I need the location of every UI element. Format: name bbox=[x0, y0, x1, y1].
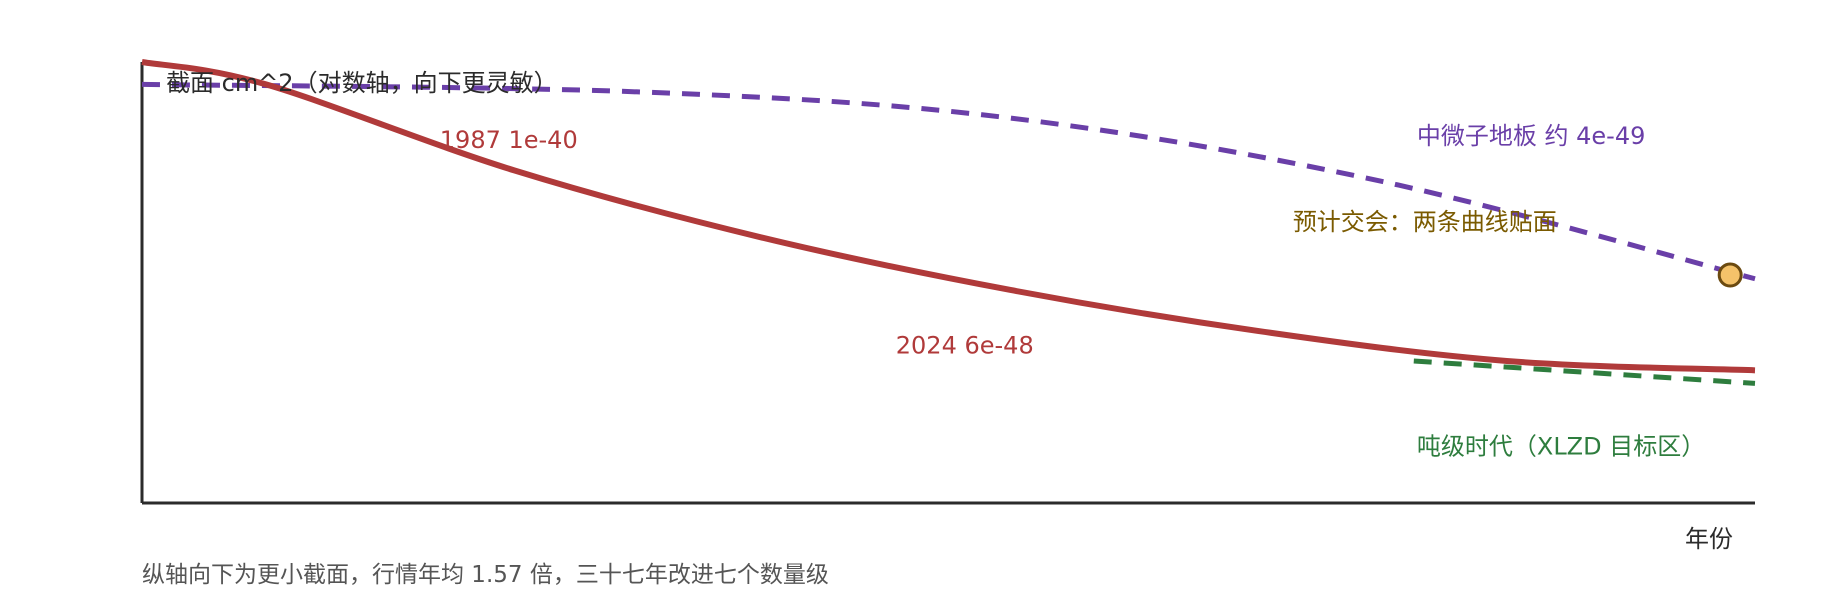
chart-caption: 纵轴向下为更小截面，行情年均 1.57 倍，三十七年改进七个数量级 bbox=[142, 562, 829, 588]
y-axis-label: 截面 cm^2（对数轴，向下更灵敏） bbox=[166, 69, 558, 97]
series-layer bbox=[141, 59, 1756, 386]
axes bbox=[140, 62, 1755, 505]
marker-layer bbox=[1717, 262, 1743, 288]
series-line-tonne bbox=[1413, 358, 1756, 386]
crossover-marker bbox=[1717, 262, 1743, 288]
annotation-floor: 中微子地板 约 4e-49 bbox=[1417, 122, 1646, 150]
x-axis-label: 年份 bbox=[1685, 525, 1733, 553]
annotation-a1987: 1987 1e-40 bbox=[440, 126, 578, 154]
label-layer: 截面 cm^2（对数轴，向下更灵敏） 年份 纵轴向下为更小截面，行情年均 1.5… bbox=[142, 69, 1733, 588]
series-line-trend bbox=[141, 59, 1756, 374]
annotation-cross: 预计交会：两条曲线贴面 bbox=[1293, 208, 1557, 236]
series-line-floor bbox=[141, 81, 1756, 282]
annotation-tonne: 吨级时代（XLZD 目标区） bbox=[1417, 432, 1705, 460]
annotation-a2024: 2024 6e-48 bbox=[896, 332, 1034, 360]
